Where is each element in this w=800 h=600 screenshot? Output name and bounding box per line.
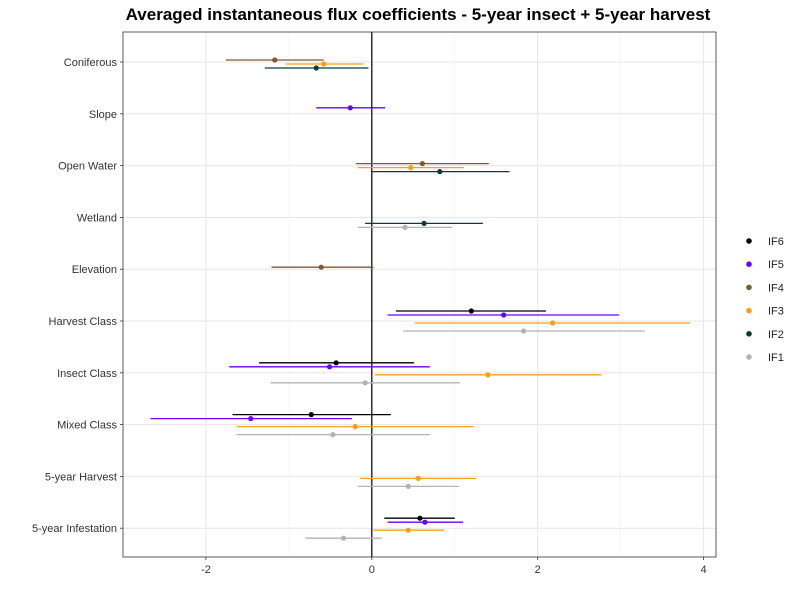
panel-background (123, 32, 716, 557)
legend-label-if3: IF3 (768, 306, 784, 318)
y-tick-label: Wetland (77, 212, 117, 224)
point-if5 (326, 364, 333, 370)
point-if5 (501, 312, 507, 318)
y-tick-label: Harvest Class (49, 316, 118, 328)
x-tick-label: 4 (700, 564, 706, 576)
legend-label-if1: IF1 (768, 352, 784, 364)
x-tick-label: -2 (201, 564, 211, 576)
point-if5 (347, 105, 353, 111)
point-if4 (272, 57, 278, 63)
legend-key-if4 (746, 284, 752, 291)
point-if2 (437, 169, 443, 175)
y-tick-label: Elevation (72, 264, 117, 276)
point-if6 (333, 360, 339, 366)
legend: IF6 IF5 IF4 IF3 IF2 IF1 (746, 236, 784, 364)
y-tick-label: Insect Class (57, 368, 117, 380)
plot-area: Coniferous Slope Open Water Wetland Elevatio… (32, 31, 717, 576)
point-if6 (417, 515, 423, 521)
y-tick-label: Open Water (58, 161, 117, 173)
point-if3 (485, 372, 491, 378)
point-if1 (405, 483, 411, 489)
point-if1 (520, 328, 527, 334)
legend-label-if4: IF4 (768, 282, 784, 294)
point-if5 (248, 416, 254, 422)
point-if3 (550, 320, 556, 326)
point-if3 (405, 527, 411, 533)
point-if3 (352, 424, 358, 430)
point-if2 (313, 65, 319, 71)
legend-key-if2 (746, 331, 752, 337)
legend-key-if6 (746, 238, 752, 244)
point-if4 (419, 161, 426, 167)
point-if5 (422, 519, 428, 525)
panel-border (122, 31, 717, 558)
legend-label-if5: IF5 (768, 259, 784, 271)
chart-title: Averaged instantaneous flux coefficients… (126, 5, 711, 24)
legend-label-if2: IF2 (768, 329, 784, 341)
x-tick-label: 2 (535, 564, 541, 576)
point-if3 (321, 61, 327, 67)
y-tick-label: 5-year Harvest (45, 471, 117, 483)
point-if1 (402, 224, 408, 230)
legend-key-if5 (746, 261, 752, 268)
y-tick-label: Mixed Class (57, 420, 117, 432)
point-if1 (330, 432, 336, 438)
y-tick-label: Coniferous (64, 57, 118, 69)
point-if3 (408, 165, 414, 171)
y-tick-label: 5-year Infestation (32, 523, 117, 535)
legend-key-if1 (746, 354, 752, 360)
point-if2 (421, 220, 427, 226)
point-if1 (362, 380, 368, 386)
legend-label-if6: IF6 (768, 236, 784, 248)
point-if1 (341, 535, 347, 541)
y-tick-label: Slope (89, 109, 117, 121)
point-if6 (468, 308, 474, 314)
point-if4 (318, 264, 324, 270)
legend-key-if3 (746, 307, 752, 314)
point-if3 (415, 475, 421, 481)
point-if6 (308, 412, 314, 418)
x-tick-label: 0 (369, 564, 375, 576)
